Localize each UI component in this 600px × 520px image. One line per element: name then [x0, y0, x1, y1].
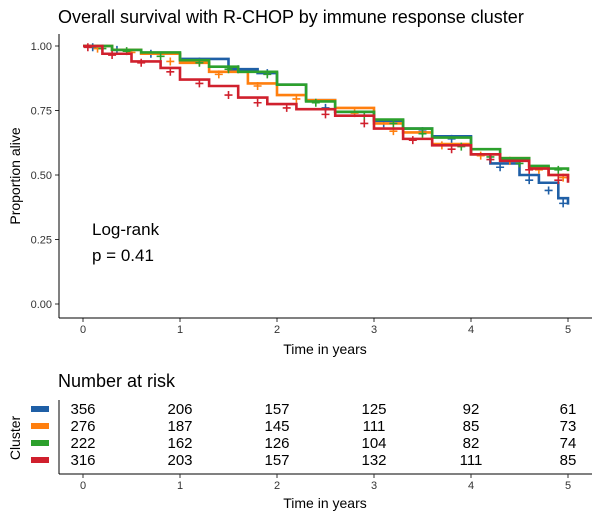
risk-cell: 276 [70, 418, 95, 435]
risk-x-tick-label: 4 [468, 480, 474, 492]
x-axis-ticks: 0 1 2 3 4 5 [80, 318, 571, 336]
logrank-pvalue: p = 0.41 [92, 246, 154, 265]
y-axis-ticks: 0.00 0.25 0.50 0.75 1.00 [31, 41, 59, 311]
risk-cell: 187 [167, 418, 192, 435]
risk-cell: 74 [560, 435, 577, 452]
risk-x-tick-label: 1 [177, 480, 183, 492]
censor-mark [292, 94, 301, 103]
y-tick-label: 0.25 [31, 235, 52, 247]
risk-cell: 316 [70, 452, 95, 469]
risk-cell: 145 [264, 418, 289, 435]
censor-mark [418, 129, 427, 138]
km-curve-1 [83, 44, 570, 205]
risk-cell: 92 [463, 401, 480, 418]
risk-cell: 85 [463, 418, 480, 435]
censor-mark [108, 51, 117, 60]
censor-mark [544, 186, 553, 195]
km-series-group [83, 43, 570, 208]
risk-table-title: Number at risk [58, 371, 176, 391]
risk-x-tick-label: 5 [565, 480, 571, 492]
x-tick-label: 4 [468, 324, 474, 336]
risk-table: 356 206 157 125 92 61 276 187 145 111 85 73 222 162 12… [31, 401, 576, 469]
censor-mark [263, 70, 272, 79]
censor-mark [360, 119, 369, 128]
risk-x-axis-ticks: 0 1 2 3 4 5 [80, 474, 571, 492]
risk-x-axis-title: Time in years [283, 495, 367, 511]
y-tick-label: 0.50 [31, 170, 52, 182]
x-axis-title: Time in years [283, 341, 367, 357]
y-tick-label: 0.75 [31, 106, 52, 118]
censor-mark [137, 58, 146, 67]
y-tick-label: 0.00 [31, 299, 52, 311]
risk-cell: 162 [167, 435, 192, 452]
logrank-label: Log-rank [92, 220, 160, 239]
risk-cell: 356 [70, 401, 95, 418]
risk-cell: 104 [361, 435, 386, 452]
risk-cell: 222 [70, 435, 95, 452]
censor-mark [496, 163, 505, 172]
x-tick-label: 0 [80, 324, 86, 336]
risk-cell: 111 [363, 418, 386, 435]
x-tick-label: 5 [565, 324, 571, 336]
censor-mark [311, 98, 320, 107]
risk-cell: 73 [560, 418, 577, 435]
x-tick-label: 3 [371, 324, 377, 336]
censor-mark [224, 91, 233, 100]
censor-mark [282, 103, 291, 112]
censor-mark [214, 70, 223, 79]
censor-mark [195, 58, 204, 67]
censor-mark [447, 145, 456, 154]
risk-cell: 85 [560, 452, 577, 469]
x-tick-label: 2 [274, 324, 280, 336]
risk-row-swatch [31, 457, 49, 463]
censor-mark [321, 110, 330, 119]
risk-cell: 61 [560, 401, 577, 418]
censor-mark [253, 81, 262, 90]
risk-x-tick-label: 3 [371, 480, 377, 492]
censor-mark [224, 65, 233, 74]
risk-x-tick-label: 0 [80, 480, 86, 492]
risk-cell: 157 [264, 452, 289, 469]
censor-mark [156, 52, 165, 61]
censor-mark [195, 79, 204, 88]
risk-cell: 132 [361, 452, 386, 469]
km-plot: 0.00 0.25 0.50 0.75 1.00 0 1 2 3 4 5 [31, 34, 592, 336]
y-axis-title: Proportion alive [7, 127, 23, 224]
risk-cell: 82 [463, 435, 480, 452]
censor-mark [554, 176, 563, 185]
risk-row-swatch [31, 440, 49, 446]
censor-mark [525, 165, 534, 174]
risk-x-tick-label: 2 [274, 480, 280, 492]
risk-row-swatch [31, 406, 49, 412]
risk-table-y-title: Cluster [7, 415, 23, 460]
risk-cell: 125 [361, 401, 386, 418]
censor-mark [559, 199, 568, 208]
censor-mark [166, 57, 175, 66]
risk-cell: 157 [264, 401, 289, 418]
censor-mark [253, 98, 262, 107]
censor-mark [525, 176, 534, 185]
km-curve-4 [83, 44, 570, 183]
censor-mark [166, 67, 175, 76]
censor-mark [389, 119, 398, 128]
censor-mark [408, 136, 417, 145]
risk-cell: 126 [264, 435, 289, 452]
risk-cell: 206 [167, 401, 192, 418]
risk-cell: 203 [167, 452, 192, 469]
chart-title: Overall survival with R-CHOP by immune r… [58, 7, 524, 27]
censor-mark [83, 43, 92, 52]
censor-mark [554, 165, 563, 174]
x-tick-label: 1 [177, 324, 183, 336]
censor-mark [486, 155, 495, 164]
y-tick-label: 1.00 [31, 41, 52, 53]
risk-cell: 111 [460, 452, 483, 469]
risk-row-swatch [31, 423, 49, 429]
